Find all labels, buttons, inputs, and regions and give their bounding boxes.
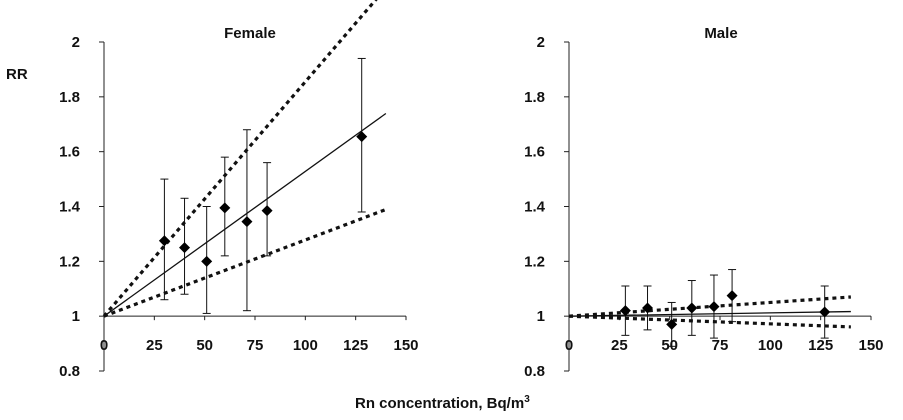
y-tick-label: 1 <box>537 308 545 325</box>
y-tick-label: 1.8 <box>524 89 545 106</box>
x-axis-label: Rn concentration, Bq/m3 <box>355 394 530 412</box>
data-point <box>819 306 831 318</box>
data-point <box>708 301 720 313</box>
data-point <box>158 235 170 247</box>
ci-lower-line <box>568 314 851 329</box>
y-tick-label: 1 <box>72 308 80 325</box>
data-point <box>619 305 631 317</box>
y-tick-label: 0.8 <box>59 363 80 380</box>
y-tick-label: 1.6 <box>524 144 545 161</box>
y-tick-label: 1.4 <box>59 199 81 216</box>
x-axis-label-superscript: 3 <box>524 394 530 405</box>
x-tick-label: 75 <box>712 337 729 354</box>
fit-line <box>103 112 387 317</box>
data-point <box>219 202 231 214</box>
data-point <box>686 302 698 314</box>
data-point <box>666 318 678 330</box>
male-panel-title: Male <box>704 25 737 42</box>
y-tick-label: 2 <box>537 34 545 51</box>
x-tick-label: 150 <box>393 337 418 354</box>
data-point <box>356 131 368 143</box>
data-point <box>642 302 654 314</box>
x-tick-label: 25 <box>146 337 163 354</box>
fit-line <box>568 310 851 317</box>
x-axis-label-text: Rn concentration, Bq/m <box>355 395 524 412</box>
data-point <box>179 242 191 254</box>
ci-upper-line <box>568 295 851 318</box>
y-tick-label: 1.8 <box>59 89 80 106</box>
y-tick-label: 2 <box>72 34 80 51</box>
male-panel: Male 0.8 1 1.2 1.4 1.6 1.8 2 0 25 50 75 100 125 150 <box>524 25 883 380</box>
x-tick-label: 125 <box>808 337 833 354</box>
y-tick-label: 1.2 <box>524 253 545 270</box>
x-tick-label: 25 <box>611 337 628 354</box>
ci-upper-line <box>102 0 378 318</box>
x-tick-label: 150 <box>858 337 883 354</box>
y-tick-label: 1.4 <box>524 199 546 216</box>
x-tick-label: 100 <box>758 337 783 354</box>
data-point <box>726 290 738 302</box>
y-axis-label: RR <box>6 66 28 83</box>
x-tick-label: 0 <box>100 337 108 354</box>
y-tick-label: 1.2 <box>59 253 80 270</box>
x-tick-label: 75 <box>247 337 264 354</box>
female-panel-title: Female <box>224 25 276 42</box>
data-point <box>261 205 273 217</box>
x-tick-label: 50 <box>196 337 213 354</box>
y-tick-label: 0.8 <box>524 363 545 380</box>
x-tick-label: 50 <box>661 337 678 354</box>
x-tick-label: 125 <box>343 337 368 354</box>
x-tick-label: 100 <box>293 337 318 354</box>
data-point <box>241 216 253 228</box>
y-tick-label: 1.6 <box>59 144 80 161</box>
data-point <box>201 255 213 267</box>
x-tick-label: 0 <box>565 337 573 354</box>
ci-lower-line <box>103 207 387 318</box>
female-panel: Female 0.8 1 1.2 1.4 1.6 1.8 2 0 25 50 75 100 125 150 <box>59 0 419 380</box>
